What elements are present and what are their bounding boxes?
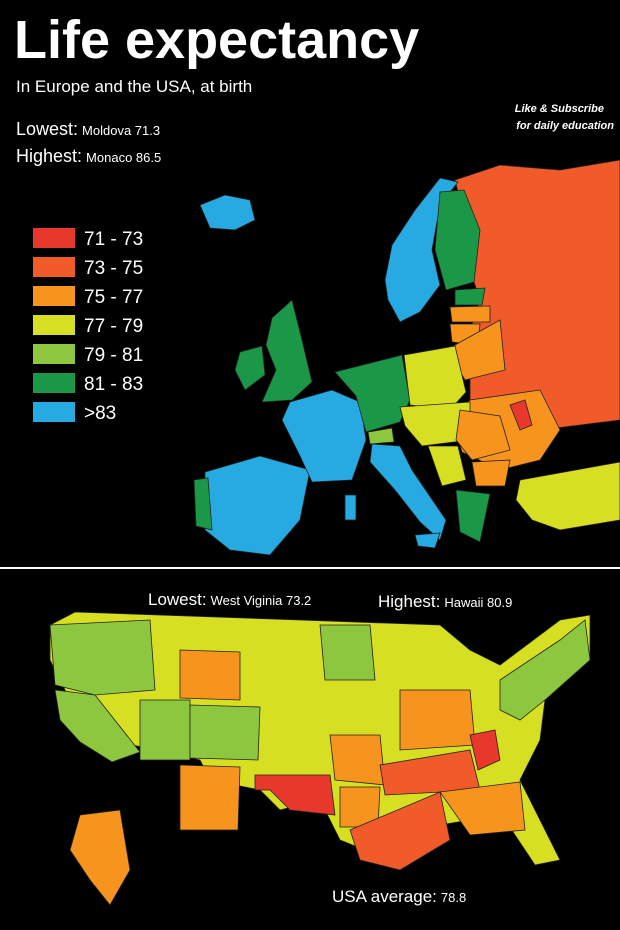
europe-map bbox=[193, 159, 620, 556]
label: Highest: bbox=[378, 592, 440, 611]
legend-label: 73 - 75 bbox=[84, 258, 143, 279]
state bbox=[469, 729, 501, 771]
country bbox=[449, 305, 491, 323]
legend-swatch bbox=[33, 344, 75, 364]
country bbox=[261, 299, 313, 403]
promo: Like & Subscribe bbox=[515, 103, 604, 115]
title: Life expectancy bbox=[14, 10, 419, 70]
label: Highest: bbox=[16, 146, 82, 166]
legend-label: 71 - 73 bbox=[84, 229, 143, 250]
state bbox=[349, 791, 451, 871]
value: Monaco 86.5 bbox=[86, 150, 161, 165]
country bbox=[204, 455, 311, 556]
country bbox=[515, 461, 620, 531]
country bbox=[455, 489, 491, 543]
country bbox=[455, 409, 511, 461]
eu-highest: Highest: Monaco 86.5 bbox=[16, 146, 161, 166]
country bbox=[454, 287, 486, 306]
state bbox=[319, 624, 376, 681]
state bbox=[399, 689, 476, 751]
country bbox=[334, 354, 411, 433]
state bbox=[439, 781, 526, 836]
value: Moldova 71.3 bbox=[82, 123, 160, 138]
label: Lowest: bbox=[148, 590, 207, 609]
country bbox=[281, 389, 367, 483]
country bbox=[427, 445, 467, 487]
state bbox=[499, 619, 591, 721]
legend-label: 77 - 79 bbox=[84, 316, 143, 337]
legend-label: 75 - 77 bbox=[84, 287, 143, 308]
country bbox=[434, 189, 481, 291]
country bbox=[367, 427, 395, 445]
promo: for daily education bbox=[516, 120, 614, 132]
legend-label: 79 - 81 bbox=[84, 345, 143, 366]
legend-swatch bbox=[33, 315, 75, 335]
country bbox=[414, 532, 441, 549]
legend: 71 - 73 73 - 75 75 - 77 77 - 79 79 - 81 81 - … bbox=[33, 228, 143, 424]
state bbox=[69, 809, 131, 906]
value: West Viginia 73.2 bbox=[211, 593, 312, 608]
country bbox=[509, 399, 533, 431]
country bbox=[403, 345, 467, 411]
country bbox=[399, 401, 471, 447]
legend-swatch bbox=[33, 373, 75, 393]
legend-swatch bbox=[33, 402, 75, 422]
label: Lowest: bbox=[16, 119, 78, 139]
country bbox=[384, 177, 459, 323]
country bbox=[199, 194, 256, 231]
country bbox=[234, 345, 266, 391]
value: Hawaii 80.9 bbox=[444, 595, 512, 610]
us-average: USA average: 78.8 bbox=[332, 887, 466, 906]
state bbox=[329, 734, 386, 786]
state bbox=[179, 649, 241, 701]
subtitle: In Europe and the USA, at birth bbox=[16, 77, 252, 96]
state bbox=[179, 764, 241, 831]
state bbox=[189, 704, 261, 761]
state bbox=[254, 774, 336, 816]
label: USA average: bbox=[332, 887, 437, 906]
usa-map bbox=[49, 611, 591, 906]
us-highest: Highest: Hawaii 80.9 bbox=[378, 592, 512, 611]
legend-swatch bbox=[33, 286, 75, 306]
legend-label: >83 bbox=[84, 403, 116, 424]
state bbox=[139, 699, 191, 761]
legend-label: 81 - 83 bbox=[84, 374, 143, 395]
value: 78.8 bbox=[441, 890, 466, 905]
legend-swatch bbox=[33, 228, 75, 248]
us-lowest: Lowest: West Viginia 73.2 bbox=[148, 590, 311, 609]
eu-lowest: Lowest: Moldova 71.3 bbox=[16, 119, 160, 139]
country bbox=[471, 459, 511, 487]
country bbox=[369, 443, 447, 541]
country bbox=[344, 494, 357, 521]
country bbox=[193, 477, 213, 531]
state bbox=[49, 619, 156, 696]
state bbox=[54, 689, 141, 763]
legend-swatch bbox=[33, 257, 75, 277]
